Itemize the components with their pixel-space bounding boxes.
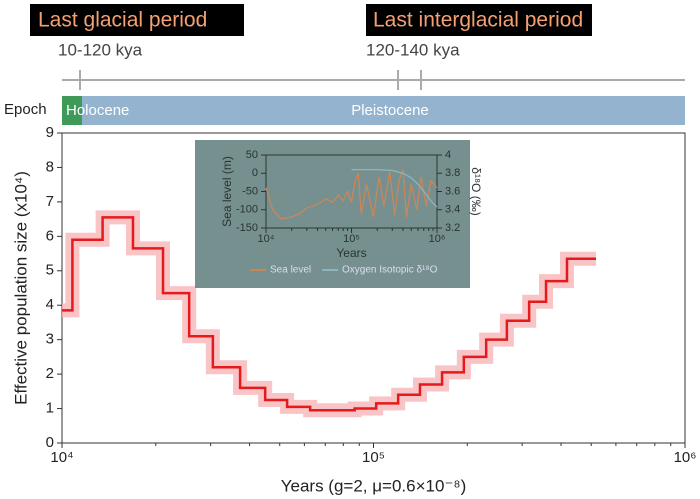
epoch-label: Epoch (4, 101, 47, 118)
period-title: Last interglacial period (373, 9, 583, 32)
series-line (62, 216, 597, 412)
period-box (366, 4, 592, 36)
epoch-bar (62, 96, 82, 125)
epoch-bar (82, 96, 685, 125)
y-tick-label: -50 (242, 185, 258, 197)
y-tick-label: 4 (46, 296, 54, 313)
y-tick-label: 1 (46, 400, 54, 417)
legend-label: Oxygen Isotopic δ¹⁸O (342, 265, 438, 276)
x-tick-label: 10⁶ (429, 233, 446, 245)
y2-tick-label: 3.6 (445, 185, 460, 197)
epoch-name: Pleistocene (351, 102, 429, 119)
y-tick-label: 5 (46, 262, 54, 279)
series-line (265, 169, 438, 220)
y-tick-label: 8 (46, 158, 54, 175)
y-tick-label: 50 (246, 149, 258, 161)
y-tick-label: 0 (46, 434, 54, 451)
y2-tick-label: 3.2 (445, 222, 460, 234)
y-tick-label: 9 (46, 124, 54, 141)
x-tick-label: 10⁴ (50, 449, 73, 466)
y-axis-label: Sea level (m) (220, 156, 234, 227)
y2-tick-label: 4 (445, 149, 451, 161)
y-tick-label: 2 (46, 365, 54, 382)
legend-label: Sea level (270, 265, 311, 276)
period-title: Last glacial period (38, 9, 207, 32)
x-tick-label: 10⁵ (362, 449, 385, 466)
y2-axis-label: δ¹⁸O (‰) (469, 167, 483, 215)
y-tick-label: 0 (252, 167, 258, 179)
period-range: 120-140 kya (366, 40, 460, 59)
y-tick-label: -150 (236, 222, 258, 234)
y2-tick-label: 3.4 (445, 204, 460, 216)
y-axis-label: Effective population size (x10⁴) (11, 171, 30, 405)
epoch-name: Holocene (66, 102, 129, 119)
y-tick-label: 7 (46, 193, 54, 210)
y-tick-label: 3 (46, 331, 54, 348)
x-axis-label: Years (336, 246, 366, 260)
period-box (30, 4, 244, 36)
x-tick-label: 10⁶ (674, 449, 697, 466)
inset-background (195, 140, 470, 288)
period-range: 10-120 kya (58, 40, 143, 59)
x-tick-label: 10⁵ (343, 233, 360, 245)
x-tick-label: 10⁴ (258, 233, 275, 245)
series-line (351, 168, 438, 208)
y2-tick-label: 3.8 (445, 167, 460, 179)
plot-frame (265, 154, 438, 229)
plot-frame (61, 132, 686, 444)
y-tick-label: -100 (236, 204, 258, 216)
x-axis-label: Years (g=2, μ=0.6×10⁻⁸) (281, 476, 467, 495)
y-tick-label: 6 (46, 227, 54, 244)
